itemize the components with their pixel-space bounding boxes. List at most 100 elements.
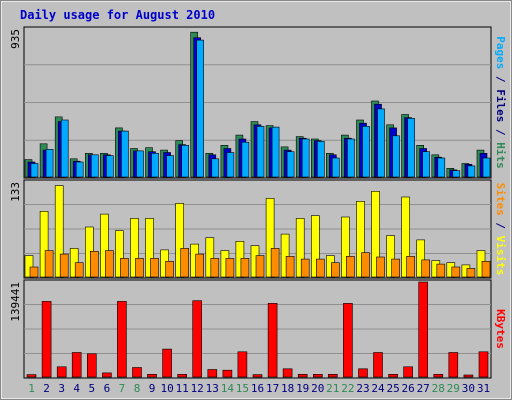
bar-sites-day-15 — [240, 258, 250, 278]
bar-kbytes-day-6 — [102, 372, 112, 378]
bar-sites-day-12 — [195, 253, 204, 278]
axis-legend-part: / — [494, 122, 507, 142]
bar-kbytes-day-26 — [403, 366, 413, 378]
day-label-7: 7 — [119, 382, 126, 395]
bar-sites-day-9 — [150, 258, 159, 278]
bar-sites-day-27 — [421, 259, 431, 278]
bar-pages-day-3 — [60, 119, 69, 178]
bar-visits-day-17 — [265, 198, 275, 278]
day-label-13: 13 — [206, 382, 219, 395]
bar-pages-day-27 — [422, 151, 431, 178]
bar-kbytes-day-31 — [478, 351, 489, 378]
bar-sites-day-1 — [29, 266, 39, 278]
bar-sites-day-29 — [451, 266, 461, 278]
bar-pages-day-23 — [362, 126, 370, 178]
axis-legend-part: KBytes — [494, 309, 507, 349]
panel-middle: 133 Sites / Visits — [9, 179, 507, 279]
day-label-19: 19 — [296, 382, 309, 395]
bar-kbytes-day-19 — [297, 373, 308, 378]
bar-pages-day-13 — [211, 158, 220, 178]
bar-pages-day-26 — [407, 118, 415, 178]
bar-pages-day-16 — [256, 126, 265, 178]
day-label-11: 11 — [176, 382, 189, 395]
day-label-22: 22 — [341, 382, 354, 395]
day-label-15: 15 — [236, 382, 249, 395]
day-label-30: 30 — [462, 382, 475, 395]
bar-kbytes-day-15 — [237, 351, 248, 378]
axis-legend-part: Hits — [494, 142, 507, 169]
day-label-24: 24 — [371, 382, 385, 395]
bar-visits-day-18 — [280, 233, 290, 278]
bar-sites-day-21 — [330, 262, 340, 278]
bar-sites-day-8 — [135, 258, 144, 278]
day-label-2: 2 — [43, 382, 50, 395]
day-label-14: 14 — [221, 382, 235, 395]
bar-visits-day-9 — [145, 218, 154, 278]
bar-kbytes-day-2 — [41, 301, 52, 378]
axis-legend-part: Files — [494, 89, 507, 122]
bar-visits-day-26 — [401, 196, 410, 278]
bar-kbytes-day-5 — [87, 353, 97, 378]
chart-panels: 935 Pages / Files / Hits 133 Sites / Visits… — [9, 26, 507, 379]
bar-sites-day-7 — [120, 258, 129, 278]
bar-pages-day-28 — [437, 157, 446, 178]
bar-sites-day-4 — [74, 262, 84, 278]
bar-sites-day-28 — [436, 263, 446, 278]
bar-pages-day-6 — [106, 155, 114, 178]
bar-visits-day-27 — [416, 239, 426, 278]
bar-kbytes-day-22 — [343, 303, 353, 378]
bar-kbytes-day-11 — [177, 373, 187, 378]
bar-kbytes-day-21 — [327, 373, 338, 378]
day-label-6: 6 — [104, 382, 111, 395]
day-label-28: 28 — [432, 382, 445, 395]
chart-title: Daily usage for August 2010 — [20, 8, 215, 22]
bar-visits-day-11 — [175, 203, 184, 278]
bar-pages-day-2 — [45, 149, 54, 178]
bar-sites-day-26 — [406, 255, 415, 278]
bar-sites-day-18 — [285, 255, 295, 278]
bar-kbytes-day-9 — [147, 373, 157, 378]
bar-pages-day-1 — [30, 163, 39, 178]
axis-legend-top: Pages / Files / Hits — [494, 36, 507, 169]
axis-legend-bottom: KBytes — [494, 309, 507, 349]
day-label-26: 26 — [401, 382, 414, 395]
bar-kbytes-day-25 — [388, 373, 398, 378]
day-label-5: 5 — [88, 382, 95, 395]
axis-legend-part: Sites — [494, 183, 507, 216]
bar-kbytes-day-18 — [282, 368, 293, 378]
day-label-12: 12 — [191, 382, 204, 395]
bar-pages-day-12 — [196, 39, 204, 178]
axis-legend-part: / — [494, 216, 507, 236]
bar-pages-day-25 — [392, 135, 400, 178]
day-label-17: 17 — [266, 382, 279, 395]
bar-kbytes-day-28 — [433, 373, 444, 378]
bar-kbytes-day-1 — [26, 374, 37, 378]
day-label-1: 1 — [28, 382, 35, 395]
bar-sites-day-19 — [300, 258, 310, 278]
bar-visits-day-25 — [386, 235, 395, 278]
day-labels: 1 2 3 4 5 6 7 8 9 10 11 12 13 14 15 16 17 18 19 20 21 22 23 24 2… — [28, 382, 490, 395]
bar-kbytes-day-8 — [132, 367, 142, 378]
day-label-4: 4 — [73, 382, 80, 395]
bar-pages-day-17 — [271, 126, 280, 178]
bar-pages-day-10 — [166, 155, 174, 178]
bar-sites-day-6 — [105, 250, 114, 278]
bar-kbytes-day-24 — [373, 352, 383, 378]
day-label-23: 23 — [356, 382, 369, 395]
bar-sites-day-17 — [270, 248, 280, 278]
bar-pages-day-7 — [121, 130, 129, 178]
bar-pages-day-29 — [452, 170, 461, 178]
bar-pages-day-21 — [331, 157, 340, 178]
day-label-20: 20 — [311, 382, 324, 395]
bar-kbytes-day-27 — [418, 281, 429, 378]
bar-sites-day-11 — [180, 248, 189, 278]
bar-kbytes-day-10 — [162, 348, 172, 378]
bar-pages-day-24 — [377, 108, 385, 178]
bar-kbytes-day-29 — [448, 352, 459, 378]
bar-kbytes-day-3 — [56, 366, 67, 378]
panel-bottom: 139441 KBytes — [9, 279, 507, 379]
day-label-27: 27 — [417, 382, 430, 395]
day-label-10: 10 — [160, 382, 173, 395]
